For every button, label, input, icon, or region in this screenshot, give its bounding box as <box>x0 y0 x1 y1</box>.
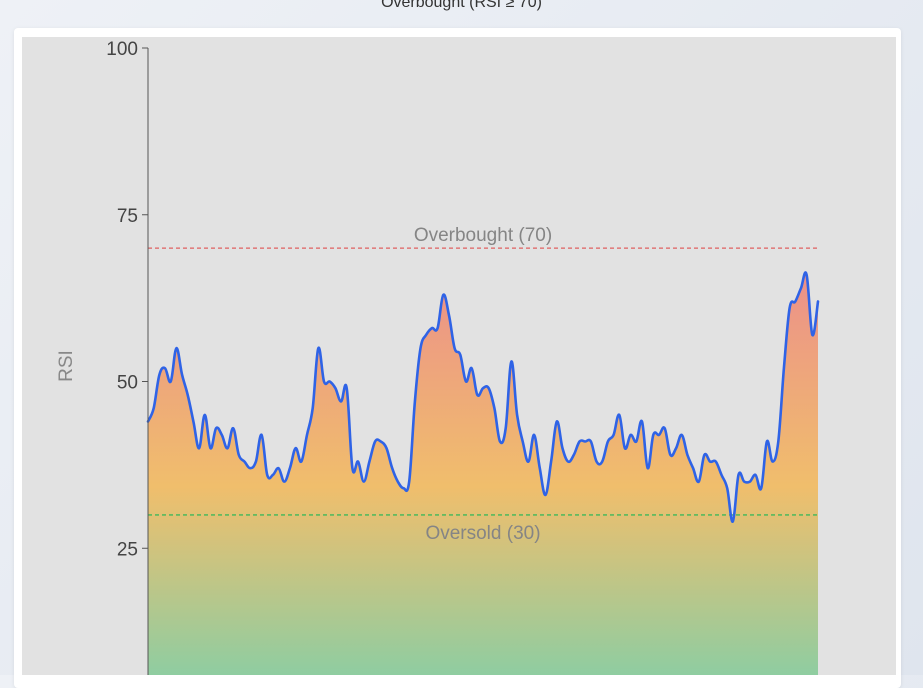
rsi-area-fill <box>148 272 818 675</box>
y-tick-label: 75 <box>117 206 138 227</box>
overbought-label: Overbought (70) <box>414 225 552 246</box>
y-axis-ticks: 25 50 75 100 <box>106 39 148 560</box>
y-tick-label: 25 <box>117 539 138 560</box>
legend-caption: Overbought (RSI ≥ 70) <box>381 0 542 11</box>
y-tick-label: 100 <box>106 39 138 60</box>
rsi-line <box>146 271 820 523</box>
y-axis-title: RSI <box>56 350 77 382</box>
y-tick-label: 50 <box>117 373 138 394</box>
oversold-label: Oversold (30) <box>425 523 540 544</box>
